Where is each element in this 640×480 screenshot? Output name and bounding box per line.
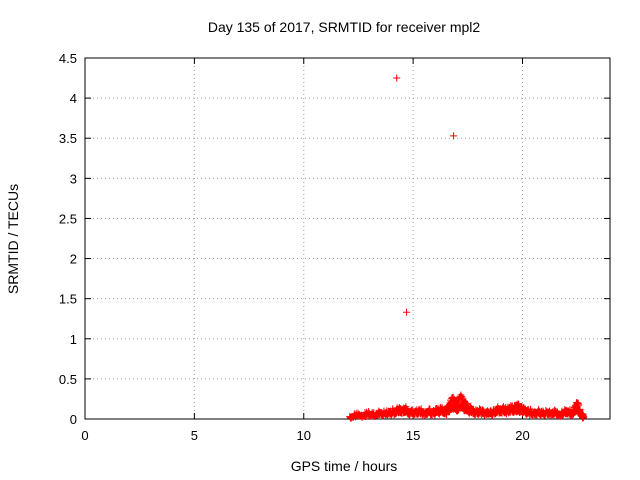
y-tick-label: 1.5 <box>59 292 77 307</box>
y-tick-label: 1 <box>70 332 77 347</box>
y-tick-label: 2.5 <box>59 211 77 226</box>
chart-title: Day 135 of 2017, SRMTID for receiver mpl… <box>208 19 481 35</box>
outlier-point <box>450 132 458 140</box>
y-tick-label: 4.5 <box>59 51 77 66</box>
x-tick-label: 15 <box>406 428 420 443</box>
data-points <box>346 74 588 422</box>
y-tick-label: 2 <box>70 252 77 267</box>
x-axis-label: GPS time / hours <box>291 458 398 474</box>
plot-frame <box>84 57 611 420</box>
data-point <box>392 410 400 418</box>
x-tick-label: 5 <box>191 428 198 443</box>
x-tick-label: 0 <box>81 428 88 443</box>
outlier-point <box>403 308 411 316</box>
x-tick-label: 10 <box>297 428 311 443</box>
y-tick-label: 3.5 <box>59 131 77 146</box>
data-point <box>409 411 417 419</box>
y-tick-label: 0 <box>70 412 77 427</box>
y-tick-label: 3 <box>70 171 77 186</box>
grid <box>85 58 610 419</box>
y-tick-label: 0.5 <box>59 372 77 387</box>
axis-ticks: 0 0.5 1 1.5 2 2.5 3 3.5 4 4.5 0 5 10 15 20 <box>59 51 610 443</box>
y-axis-label: SRMTID / TECUs <box>5 184 21 294</box>
y-tick-label: 4 <box>70 91 77 106</box>
outlier-point <box>393 74 401 82</box>
data-point <box>580 413 588 421</box>
x-tick-label: 20 <box>515 428 529 443</box>
